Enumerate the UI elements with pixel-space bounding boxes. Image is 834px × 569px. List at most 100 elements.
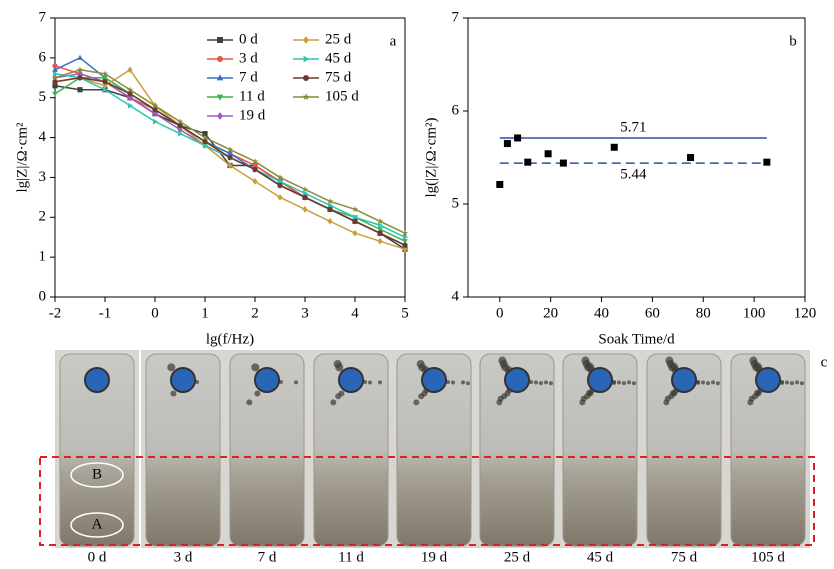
legend-label: 105 d [325, 88, 359, 104]
x-tick-label: 2 [251, 305, 259, 321]
sample-label: 19 d [421, 549, 448, 565]
marker [351, 205, 359, 213]
marker [77, 87, 83, 93]
corrosion-pit [413, 399, 420, 406]
marker [201, 134, 209, 141]
corrosion-pit [581, 356, 590, 365]
marker [352, 229, 358, 237]
y-axis-label: lg|Z|/Ω·cm² [14, 122, 30, 192]
corrosion-pit [611, 380, 616, 385]
corrosion-pit [548, 381, 553, 386]
legend-label: 11 d [239, 88, 265, 104]
corrosion-pit [254, 390, 261, 397]
marker [277, 193, 283, 201]
marker [402, 245, 408, 253]
legend-label: 0 d [239, 31, 258, 47]
corrosion-pit [631, 381, 636, 386]
corrosion-pit [538, 381, 543, 386]
marker [559, 159, 567, 167]
specimen-hole [587, 367, 613, 393]
x-tick-label: 0 [496, 305, 504, 321]
marker [610, 143, 618, 151]
plot-frame [467, 17, 806, 298]
corrosion-pit [543, 380, 548, 385]
marker [377, 237, 383, 245]
corrosion-pit [460, 380, 465, 385]
corrosion-pit [749, 356, 758, 365]
x-tick-label: 120 [794, 305, 817, 321]
corrosion-pit [533, 380, 538, 385]
marker [277, 178, 284, 185]
y-tick-label: 7 [452, 9, 460, 25]
sample-label: 45 d [587, 549, 614, 565]
marker [52, 79, 58, 85]
x-tick-label: -2 [49, 305, 62, 321]
marker [402, 234, 409, 241]
marker [524, 158, 532, 166]
marker [377, 227, 383, 233]
legend-label: 7 d [239, 69, 258, 85]
specimen-hole [338, 367, 364, 393]
y-tick-label: 6 [39, 49, 47, 65]
corrosion-pit [695, 380, 700, 385]
marker [227, 150, 233, 156]
corrosion-pit [626, 380, 631, 385]
marker [352, 218, 358, 224]
legend-label: 3 d [239, 50, 258, 66]
specimen-hole [421, 367, 447, 393]
marker [302, 194, 308, 200]
x-tick-label: 1 [201, 305, 209, 321]
marker [687, 154, 695, 161]
marker [544, 150, 552, 158]
corrosion-pit [621, 381, 626, 386]
x-tick-label: 60 [645, 305, 660, 321]
corrosion-pit [465, 381, 470, 386]
marker [52, 91, 58, 97]
marker [202, 138, 208, 145]
corrosion-pit [293, 380, 298, 385]
y-tick-label: 3 [39, 169, 47, 185]
corrosion-pit [363, 380, 367, 384]
sample-label: 11 d [338, 549, 364, 565]
legend-label: 25 d [325, 31, 352, 47]
specimen-hole [254, 367, 280, 393]
corrosion-pit [377, 380, 382, 385]
y-tick-label: 2 [39, 209, 47, 225]
y-tick-label: 1 [39, 249, 47, 265]
marker [52, 63, 58, 69]
corrosion-pit [498, 356, 507, 365]
specimen-hole [755, 367, 781, 393]
sample-label: 0 d [88, 549, 107, 565]
corrosion-pit [330, 399, 337, 406]
sample-label: 25 d [504, 549, 531, 565]
corrosion-pit [705, 381, 710, 386]
x-tick-label: 0 [151, 305, 159, 321]
corrosion-pit [779, 380, 784, 385]
legend-marker [303, 75, 309, 81]
legend-marker [303, 55, 310, 63]
y-tick-label: 5 [452, 195, 460, 211]
x-tick-label: 4 [351, 305, 359, 321]
corrosion-pit [700, 380, 705, 385]
y-axis-label: lg(|Z|/Ω·cm²) [423, 118, 439, 198]
y-tick-label: 6 [452, 102, 460, 118]
corrosion-pit [195, 380, 199, 384]
panel-label: b [789, 33, 797, 49]
legend-marker [302, 93, 310, 101]
corrosion-pit [580, 395, 587, 402]
marker [301, 186, 309, 193]
sample-label: 75 d [671, 549, 698, 565]
marker [352, 214, 359, 221]
legend-marker [217, 56, 223, 62]
marker [151, 102, 159, 109]
legend-label: 19 d [239, 107, 266, 123]
marker [176, 118, 184, 125]
plot-frame [54, 17, 406, 298]
marker [763, 158, 771, 166]
corrosion-pit [446, 380, 450, 384]
legend-marker [217, 37, 223, 43]
corrosion-pit [670, 362, 679, 371]
legend-marker [216, 74, 224, 81]
marker [377, 222, 384, 229]
x-tick-label: 100 [743, 305, 766, 321]
